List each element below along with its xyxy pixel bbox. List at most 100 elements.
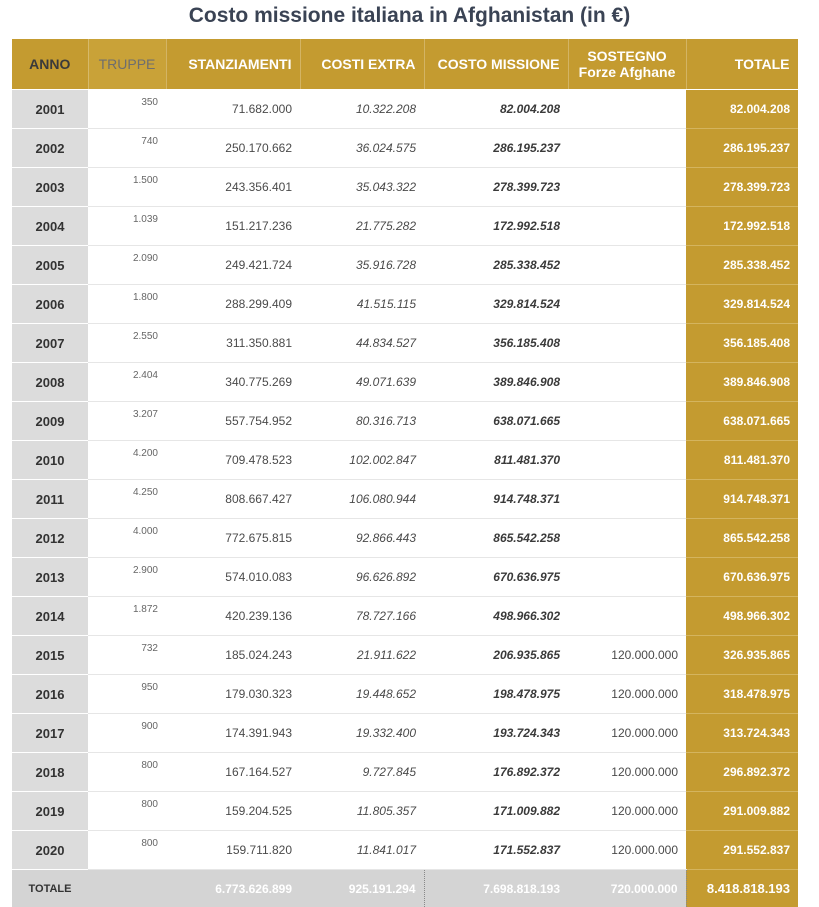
row-sostegno <box>568 207 686 246</box>
row-totale: 498.966.302 <box>686 597 798 636</box>
row-costo-missione: 389.846.908 <box>424 363 568 402</box>
row-totale: 670.636.975 <box>686 558 798 597</box>
header-sostegno: SOSTEGNO Forze Afghane <box>568 39 686 90</box>
row-costo-missione: 356.185.408 <box>424 324 568 363</box>
row-totale: 172.992.518 <box>686 207 798 246</box>
row-anno: 2009 <box>12 402 88 441</box>
row-totale: 389.846.908 <box>686 363 798 402</box>
row-sostegno <box>568 441 686 480</box>
row-costi-extra: 11.805.357 <box>300 792 424 831</box>
header-stanziamenti: STANZIAMENTI <box>166 39 300 90</box>
row-totale: 82.004.208 <box>686 90 798 129</box>
row-stanziamenti: 174.391.943 <box>166 714 300 753</box>
row-stanziamenti: 179.030.323 <box>166 675 300 714</box>
row-stanziamenti: 249.421.724 <box>166 246 300 285</box>
row-costo-missione: 278.399.723 <box>424 168 568 207</box>
row-costi-extra: 21.911.622 <box>300 636 424 675</box>
total-sostegno: 720.000.000 <box>568 870 686 907</box>
row-truppe: 800 <box>88 792 166 831</box>
row-costi-extra: 44.834.527 <box>300 324 424 363</box>
row-anno: 2008 <box>12 363 88 402</box>
row-anno: 2003 <box>12 168 88 207</box>
row-stanziamenti: 420.239.136 <box>166 597 300 636</box>
row-stanziamenti: 709.478.523 <box>166 441 300 480</box>
header-costo-missione: COSTO MISSIONE <box>424 39 568 90</box>
row-costi-extra: 96.626.892 <box>300 558 424 597</box>
row-anno: 2013 <box>12 558 88 597</box>
row-totale: 356.185.408 <box>686 324 798 363</box>
row-anno: 2019 <box>12 792 88 831</box>
row-anno: 2016 <box>12 675 88 714</box>
row-totale: 286.195.237 <box>686 129 798 168</box>
row-anno: 2004 <box>12 207 88 246</box>
row-truppe: 2.404 <box>88 363 166 402</box>
row-costo-missione: 498.966.302 <box>424 597 568 636</box>
row-stanziamenti: 311.350.881 <box>166 324 300 363</box>
row-totale: 318.478.975 <box>686 675 798 714</box>
row-sostegno: 120.000.000 <box>568 753 686 792</box>
row-costi-extra: 21.775.282 <box>300 207 424 246</box>
row-truppe: 4.000 <box>88 519 166 558</box>
row-costi-extra: 106.080.944 <box>300 480 424 519</box>
row-stanziamenti: 250.170.662 <box>166 129 300 168</box>
table-total-row: TOTALE 6.773.626.899 925.191.294 7.698.8… <box>12 870 798 907</box>
row-sostegno: 120.000.000 <box>568 714 686 753</box>
row-costo-missione: 171.009.882 <box>424 792 568 831</box>
row-truppe: 2.090 <box>88 246 166 285</box>
total-costo-missione: 7.698.818.193 <box>424 870 568 907</box>
row-truppe: 732 <box>88 636 166 675</box>
row-sostegno: 120.000.000 <box>568 831 686 870</box>
row-costo-missione: 193.724.343 <box>424 714 568 753</box>
total-totale: 8.418.818.193 <box>686 870 798 907</box>
row-totale: 865.542.258 <box>686 519 798 558</box>
header-anno: ANNO <box>12 39 88 90</box>
row-costo-missione: 811.481.370 <box>424 441 568 480</box>
row-costo-missione: 206.935.865 <box>424 636 568 675</box>
row-stanziamenti: 340.775.269 <box>166 363 300 402</box>
row-sostegno <box>568 363 686 402</box>
row-costi-extra: 78.727.166 <box>300 597 424 636</box>
row-anno: 2014 <box>12 597 88 636</box>
row-totale: 811.481.370 <box>686 441 798 480</box>
row-totale: 291.009.882 <box>686 792 798 831</box>
row-stanziamenti: 574.010.083 <box>166 558 300 597</box>
row-totale: 291.552.837 <box>686 831 798 870</box>
row-anno: 2002 <box>12 129 88 168</box>
row-truppe: 1.800 <box>88 285 166 324</box>
row-costi-extra: 10.322.208 <box>300 90 424 129</box>
row-stanziamenti: 159.204.525 <box>166 792 300 831</box>
row-anno: 2018 <box>12 753 88 792</box>
row-sostegno <box>568 480 686 519</box>
row-costi-extra: 80.316.713 <box>300 402 424 441</box>
row-costi-extra: 35.916.728 <box>300 246 424 285</box>
row-stanziamenti: 243.356.401 <box>166 168 300 207</box>
row-costi-extra: 19.448.652 <box>300 675 424 714</box>
row-truppe: 800 <box>88 753 166 792</box>
row-truppe: 900 <box>88 714 166 753</box>
row-sostegno <box>568 597 686 636</box>
row-costo-missione: 172.992.518 <box>424 207 568 246</box>
row-sostegno: 120.000.000 <box>568 675 686 714</box>
row-costi-extra: 9.727.845 <box>300 753 424 792</box>
row-costi-extra: 36.024.575 <box>300 129 424 168</box>
total-label: TOTALE <box>12 870 88 907</box>
page-title: Costo missione italiana in Afghanistan (… <box>0 2 819 36</box>
row-stanziamenti: 288.299.409 <box>166 285 300 324</box>
row-stanziamenti: 772.675.815 <box>166 519 300 558</box>
row-totale: 914.748.371 <box>686 480 798 519</box>
row-costi-extra: 49.071.639 <box>300 363 424 402</box>
row-sostegno <box>568 402 686 441</box>
row-anno: 2007 <box>12 324 88 363</box>
row-anno: 2015 <box>12 636 88 675</box>
row-totale: 278.399.723 <box>686 168 798 207</box>
